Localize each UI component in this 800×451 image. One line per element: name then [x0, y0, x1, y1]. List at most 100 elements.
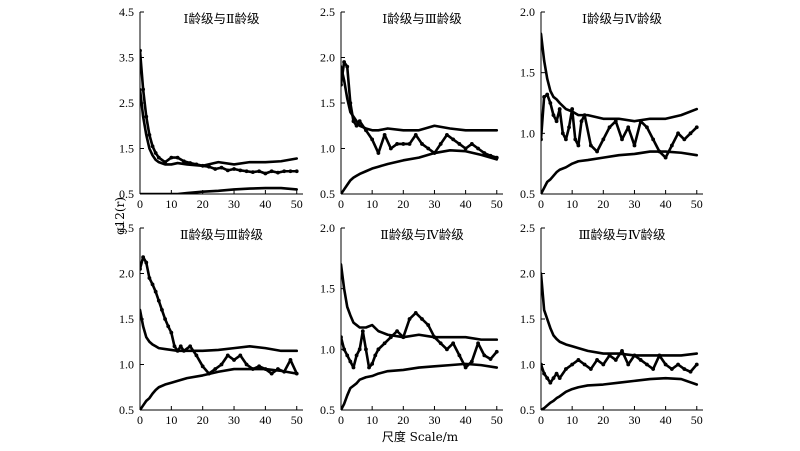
data-point — [345, 353, 350, 358]
y-tick-label: 2.0 — [119, 267, 134, 281]
data-point — [244, 169, 249, 174]
y-tick-label: 2.0 — [520, 267, 535, 281]
data-point — [576, 358, 581, 362]
x-tick-label: 20 — [397, 413, 409, 427]
x-tick-label: 10 — [165, 413, 177, 427]
data-point — [219, 362, 224, 367]
data-point — [626, 125, 631, 130]
x-tick-label: 50 — [491, 197, 503, 211]
data-point — [288, 358, 293, 362]
data-point — [219, 165, 224, 170]
data-point — [576, 143, 581, 148]
data-point — [494, 349, 499, 354]
series-line-upper-envelope — [341, 65, 499, 132]
y-tick-label: 2.5 — [520, 221, 535, 235]
data-point — [588, 143, 593, 148]
x-tick-label: 0 — [338, 197, 344, 211]
data-point — [451, 137, 456, 142]
data-point — [140, 267, 142, 271]
chart-panel-6: 0.5 1.0 1.5 2.0 2.5 0 10 20 30 40 50 Ⅲ龄级与Ⅳ龄级 — [520, 221, 703, 427]
y-tick-label: 4.5 — [119, 5, 134, 19]
data-point — [232, 358, 236, 362]
x-tick-label: 50 — [691, 197, 703, 211]
y-tick-label: 2.0 — [520, 5, 535, 19]
y-tick-label: 1.5 — [119, 312, 134, 326]
data-point — [451, 341, 456, 346]
data-point — [663, 155, 668, 160]
data-point — [370, 361, 375, 366]
x-tick-label: 20 — [397, 197, 409, 211]
data-point — [382, 132, 387, 137]
chart-panel-3: 0.5 1.0 1.5 2.0 0 10 20 30 40 50 Ⅰ龄级与Ⅳ龄级 — [520, 5, 703, 211]
x-axis-label: 尺度 Scale/m — [382, 429, 459, 444]
x-tick-label: 50 — [691, 413, 703, 427]
x-tick-label: 10 — [165, 197, 177, 211]
data-point — [613, 358, 618, 362]
data-point — [370, 137, 375, 142]
data-point — [588, 367, 593, 371]
data-point — [194, 353, 199, 358]
panel-title: Ⅲ龄级与Ⅳ龄级 — [578, 227, 666, 242]
data-point — [445, 347, 449, 352]
x-tick-label: 0 — [137, 197, 143, 211]
data-point — [488, 357, 493, 361]
data-point — [582, 362, 587, 367]
data-point — [213, 167, 218, 171]
data-point — [144, 260, 149, 265]
x-tick-label: 40 — [460, 197, 472, 211]
data-point — [407, 142, 412, 146]
data-point — [150, 282, 155, 287]
data-point — [669, 367, 674, 371]
y-tick-label: 0.5 — [119, 403, 134, 417]
data-point — [250, 170, 255, 175]
data-point — [542, 371, 547, 376]
data-point — [482, 151, 487, 155]
data-point — [620, 137, 624, 142]
data-point — [676, 131, 680, 136]
data-point — [607, 125, 612, 130]
x-tick-label: 50 — [291, 197, 303, 211]
x-tick-label: 40 — [660, 197, 672, 211]
data-point — [345, 64, 350, 69]
x-tick-label: 30 — [428, 413, 440, 427]
y-tick-label: 1.0 — [320, 342, 335, 356]
data-point — [376, 347, 381, 352]
x-tick-label: 50 — [491, 413, 503, 427]
data-point — [263, 171, 268, 176]
data-point — [551, 376, 556, 381]
data-point — [147, 132, 152, 137]
data-point — [469, 142, 474, 146]
data-point — [573, 137, 578, 142]
x-tick-label: 0 — [137, 413, 143, 427]
series-line-upper-envelope — [140, 308, 299, 353]
data-point — [175, 155, 180, 160]
data-point — [140, 48, 142, 53]
y-tick-label: 1.0 — [320, 142, 335, 156]
data-point — [457, 353, 462, 358]
x-tick-label: 30 — [228, 197, 240, 211]
data-point — [181, 159, 186, 164]
data-point — [541, 137, 543, 142]
y-tick-label: 1.5 — [320, 282, 335, 296]
data-point — [276, 170, 280, 175]
data-point — [294, 169, 299, 174]
y-tick-label: 0.5 — [320, 403, 335, 417]
series-line-upper-envelope — [341, 263, 499, 341]
series-line-observed — [140, 49, 299, 175]
data-point — [232, 167, 236, 171]
panel-title: Ⅰ龄级与Ⅲ龄级 — [382, 11, 462, 26]
data-point — [166, 324, 171, 329]
data-point — [557, 107, 562, 111]
data-point — [438, 341, 443, 346]
y-axis-label: g12(r) — [113, 197, 127, 235]
data-point — [638, 358, 643, 362]
x-tick-label: 40 — [660, 413, 672, 427]
series-line-upper-envelope — [541, 32, 699, 123]
data-point — [141, 87, 146, 92]
series-line-lower-envelope — [341, 362, 499, 410]
data-point — [554, 371, 559, 376]
data-point — [144, 114, 149, 119]
data-point — [682, 137, 687, 142]
data-point — [420, 317, 424, 321]
data-point — [348, 359, 353, 364]
